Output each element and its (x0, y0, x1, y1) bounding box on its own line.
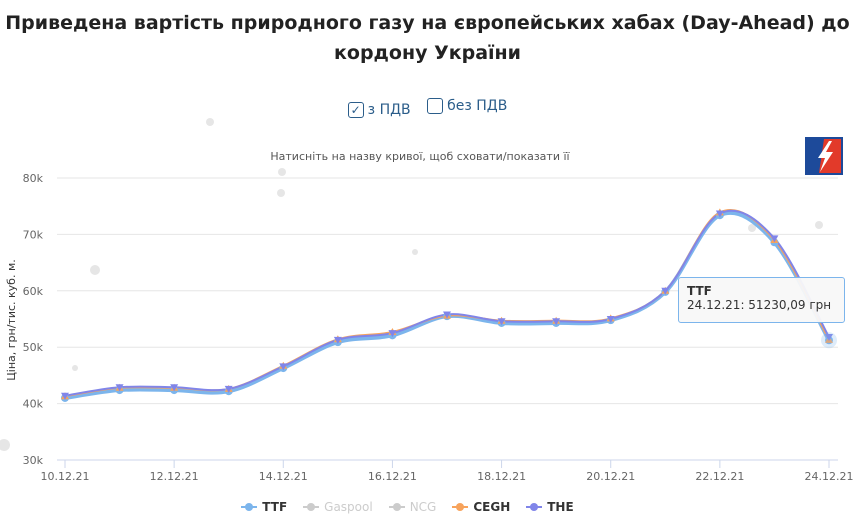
data-point-the (170, 384, 179, 392)
data-point-the (61, 392, 69, 400)
legend-symbol-icon (303, 503, 320, 511)
legend-symbol-icon (452, 503, 469, 511)
y-tick-label: 40k (23, 398, 44, 411)
x-tick-label: 16.12.21 (368, 470, 417, 483)
data-point-the (825, 334, 833, 342)
legend-symbol-icon (526, 503, 543, 511)
checkbox-label: з ПДВ (367, 102, 411, 118)
background-decoration (0, 118, 823, 451)
x-tick-label: 14.12.21 (259, 470, 308, 483)
x-tick-label: 12.12.21 (150, 470, 199, 483)
x-tick-label: 24.12.21 (805, 470, 854, 483)
legend-symbol-icon (241, 503, 258, 511)
tooltip: TTF 24.12.21: 51230,09 грн (678, 277, 845, 323)
y-tick-label: 70k (23, 228, 44, 241)
checkbox-empty-icon (427, 98, 444, 114)
legend-item-gaspool[interactable]: Gaspool (303, 500, 373, 514)
data-point-the (606, 316, 615, 323)
checkbox-with-vat[interactable]: ✓ з ПДВ (347, 102, 411, 118)
legend-label: Gaspool (324, 500, 373, 514)
y-tick-label: 50k (23, 341, 44, 354)
x-tick-label: 22.12.21 (695, 470, 744, 483)
data-point-the (333, 336, 342, 344)
legend: TTF Gaspool NCG CEGH THE (0, 500, 835, 514)
legend-symbol-icon (388, 503, 405, 511)
data-point-the (770, 235, 779, 243)
data-point-the (279, 363, 288, 371)
legend-label: CEGH (473, 500, 511, 514)
checkbox-without-vat[interactable]: без ПДВ (427, 98, 507, 114)
data-point-the (497, 318, 506, 326)
chart-title: Приведена вартість природного газу на єв… (5, 12, 850, 64)
background-dot (90, 265, 100, 275)
hover-halo (821, 332, 837, 349)
x-tick-label: 18.12.21 (477, 470, 526, 483)
logo-icon[interactable] (805, 137, 843, 175)
background-dot (277, 189, 285, 197)
data-point-the (115, 384, 124, 392)
background-dot (815, 221, 823, 229)
data-point-the (388, 330, 397, 338)
data-point-the (715, 210, 724, 218)
legend-item-the[interactable]: THE (526, 500, 574, 514)
y-tick-label: 30k (23, 454, 44, 467)
y-tick-label: 60k (23, 285, 44, 298)
background-dot (72, 365, 78, 371)
legend-label: THE (547, 500, 574, 514)
legend-item-ncg[interactable]: NCG (388, 500, 437, 514)
legend-label: TTF (262, 500, 288, 514)
chart-hint: Натисніть на назву кривої, щоб сховати/п… (270, 150, 570, 163)
legend-item-ttf[interactable]: TTF (241, 500, 287, 514)
data-point-the (661, 287, 670, 295)
data-point-the (443, 311, 451, 319)
data-point-the (224, 385, 233, 393)
y-axis-label: Ціна, грн/тис. куб. м. (5, 259, 18, 381)
legend-item-cegh[interactable]: CEGH (452, 500, 510, 514)
background-dot (278, 168, 286, 176)
tooltip-series: TTF (687, 284, 712, 298)
x-tick-label: 20.12.21 (586, 470, 635, 483)
background-dot (748, 224, 756, 232)
checkbox-label: без ПДВ (447, 98, 508, 114)
background-dot (0, 439, 10, 451)
checkbox-checked-icon: ✓ (347, 102, 364, 118)
background-dot (412, 249, 418, 255)
data-point-the (552, 318, 561, 326)
x-tick-label: 10.12.21 (41, 470, 90, 483)
tooltip-value: 24.12.21: 51230,09 грн (687, 298, 832, 312)
y-tick-label: 80k (23, 172, 44, 185)
background-dot (206, 118, 214, 126)
legend-label: NCG (409, 500, 437, 514)
